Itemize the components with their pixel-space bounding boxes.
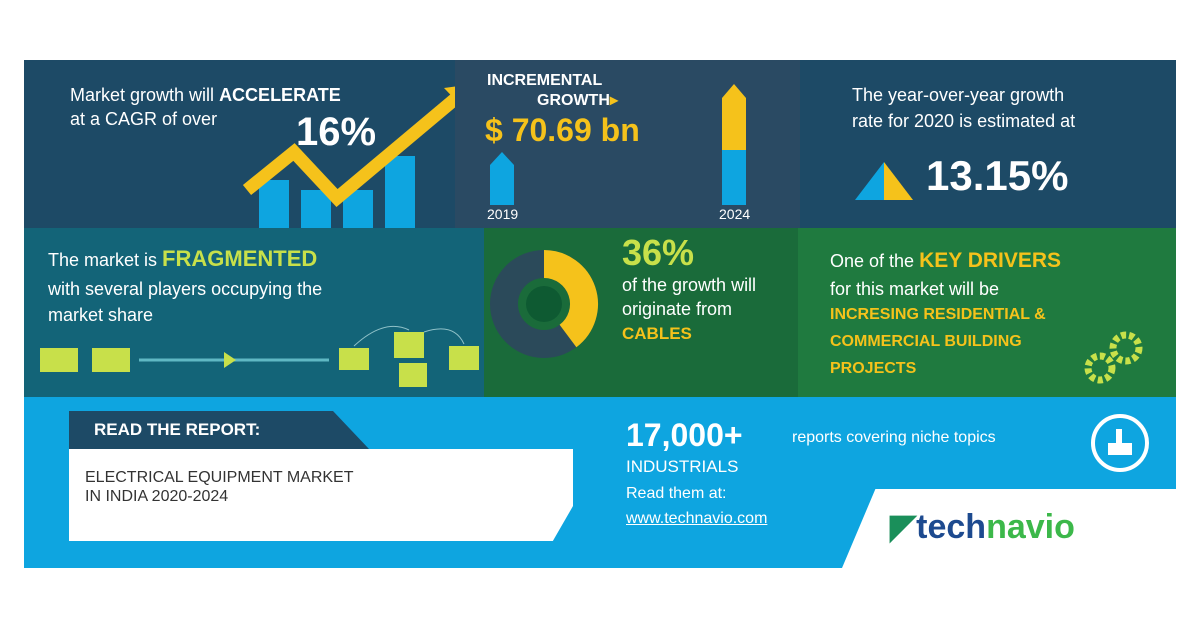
- incremental-label-1: INCREMENTAL: [487, 72, 603, 89]
- year-2024: 2024: [719, 206, 751, 222]
- cagr-text-2: at a CAGR of over: [70, 109, 218, 129]
- driver-line-1: INCRESING RESIDENTIAL &: [830, 306, 1046, 323]
- report-title-1: ELECTRICAL EQUIPMENT MARKET: [85, 469, 354, 486]
- incremental-panel: INCREMENTAL GROWTH▸ $ 70.69 bn 2019 2024: [455, 60, 800, 228]
- category: INDUSTRIALS: [626, 457, 739, 476]
- cagr-text: Market growth will: [70, 85, 215, 105]
- fragmented-emph: FRAGMENTED: [162, 246, 318, 271]
- drivers-text-2: for this market will be: [830, 279, 1000, 299]
- cagr-value: 16%: [296, 110, 377, 154]
- yoy-text-1: The year-over-year growth: [852, 85, 1065, 105]
- bar-2024-base: [722, 150, 746, 205]
- fragmented-text-2: with several players occupying the: [48, 279, 323, 299]
- drivers-emph: KEY DRIVERS: [919, 249, 1062, 272]
- segment-panel: 36% of the growth will originate from CA…: [484, 228, 798, 397]
- year-2019: 2019: [487, 206, 519, 222]
- report-card[interactable]: ELECTRICAL EQUIPMENT MARKET IN INDIA 202…: [69, 449, 573, 541]
- logo-area: [842, 489, 1176, 568]
- buildings-icon: [40, 325, 479, 387]
- segment-text-1: of the growth will: [622, 275, 757, 295]
- report-header-text: READ THE REPORT:: [94, 420, 261, 439]
- bar-2019: [490, 152, 514, 205]
- bar-2024-growth: [722, 84, 746, 205]
- segment-value: 36%: [622, 232, 695, 273]
- logo-mark-icon: ◤: [890, 508, 917, 546]
- gears-icon: [1084, 331, 1143, 384]
- technavio-link[interactable]: www.technavio.com: [626, 510, 768, 527]
- report-header: READ THE REPORT:: [69, 411, 369, 449]
- yoy-panel: The year-over-year growth rate for 2020 …: [800, 60, 1176, 228]
- report-title-2: IN INDIA 2020-2024: [85, 488, 229, 505]
- cagr-panel: Market growth will ACCELERATE at a CAGR …: [24, 60, 474, 228]
- driver-line-3: PROJECTS: [830, 360, 917, 377]
- driver-line-2: COMMERCIAL BUILDING: [830, 333, 1022, 350]
- fragmented-text: The market is: [48, 250, 158, 270]
- donut-chart: [490, 250, 598, 358]
- incremental-bars: [490, 84, 746, 205]
- yoy-value: 13.15%: [926, 152, 1069, 199]
- technavio-logo: ◤technavio: [890, 508, 1075, 546]
- yoy-text-2: rate for 2020 is estimated at: [852, 111, 1076, 131]
- triangle-icon: [855, 162, 913, 200]
- cagr-emph: ACCELERATE: [219, 85, 341, 105]
- report-count: 17,000+: [626, 417, 743, 453]
- fragmented-panel: The market is FRAGMENTED with several pl…: [24, 228, 484, 397]
- drivers-text: One of the: [830, 251, 915, 271]
- factory-icon: [1091, 414, 1149, 472]
- incremental-label-2: GROWTH: [537, 92, 610, 109]
- segment-name: CABLES: [622, 324, 692, 343]
- read-label: Read them at:: [626, 485, 727, 502]
- drivers-panel: One of the KEY DRIVERS for this market w…: [798, 228, 1176, 397]
- segment-text-2: originate from: [622, 299, 733, 319]
- bottom-panel: READ THE REPORT: ELECTRICAL EQUIPMENT MA…: [24, 397, 1176, 568]
- fragmented-text-3: market share: [48, 305, 154, 325]
- play-icon: ▸: [609, 92, 618, 109]
- incremental-value: $ 70.69 bn: [485, 112, 640, 148]
- report-count-text: reports covering niche topics: [792, 429, 996, 446]
- growth-arrow-icon: [242, 84, 474, 228]
- donut-segment-cables: [543, 250, 598, 348]
